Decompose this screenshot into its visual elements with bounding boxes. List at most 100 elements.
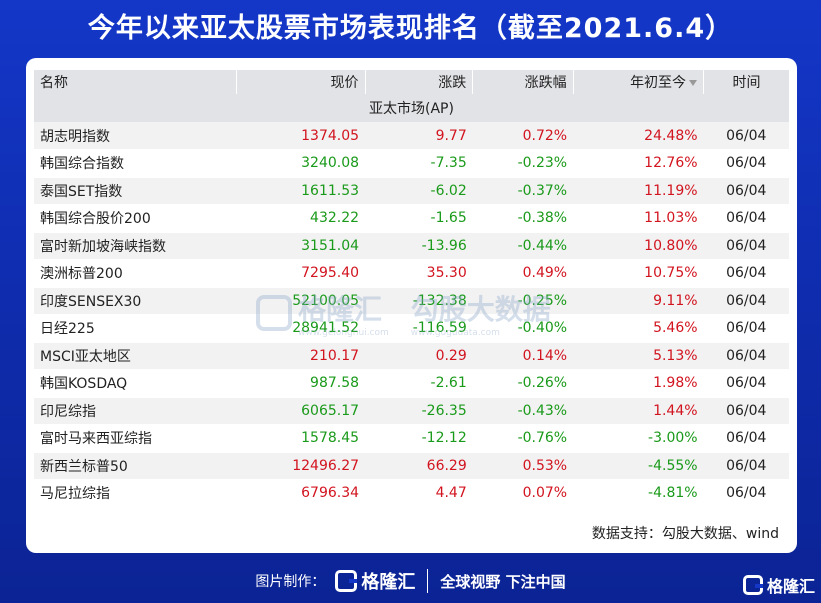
- cell-time: 06/04: [703, 287, 789, 315]
- cell-name: 印尼综指: [34, 397, 237, 425]
- table-row[interactable]: 韩国综合股价200 432.22 -1.65 -0.38% 11.03% 06/04: [34, 204, 789, 233]
- table-row[interactable]: 新西兰标普50 12496.27 66.29 0.53% -4.55% 06/04: [34, 452, 789, 480]
- cell-name: 马尼拉综指: [34, 479, 237, 508]
- table-row[interactable]: 富时新加坡海峡指数 3151.04 -13.96 -0.44% 10.80% 06/04: [34, 232, 789, 260]
- cell-time: 06/04: [703, 424, 789, 453]
- cell-change-pct: -0.26%: [472, 369, 574, 398]
- footer: 图片制作： 格隆汇 全球视野 下注中国: [0, 566, 821, 596]
- cell-change-pct: -0.25%: [472, 287, 574, 315]
- footer-divider: [427, 569, 429, 593]
- table-row[interactable]: MSCI亚太地区 210.17 0.29 0.14% 5.13% 06/04: [34, 342, 789, 370]
- header-ytd[interactable]: 年初至今: [573, 70, 705, 94]
- cell-change: -7.35: [365, 149, 473, 178]
- cell-name: 印度SENSEX30: [34, 287, 237, 315]
- table-row[interactable]: 韩国KOSDAQ 987.58 -2.61 -0.26% 1.98% 06/04: [34, 369, 789, 398]
- cell-change-pct: 0.72%: [472, 122, 574, 150]
- table-row[interactable]: 韩国综合指数 3240.08 -7.35 -0.23% 12.76% 06/04: [34, 149, 789, 178]
- table-row[interactable]: 胡志明指数 1374.05 9.77 0.72% 24.48% 06/04: [34, 122, 789, 150]
- cell-name: 日经225: [34, 314, 237, 343]
- cell-ytd: 10.80%: [573, 232, 704, 260]
- cell-name: 韩国综合股价200: [34, 204, 237, 233]
- cell-time: 06/04: [703, 342, 789, 370]
- cell-time: 06/04: [703, 232, 789, 260]
- cell-price: 1578.45: [236, 424, 366, 453]
- header-price[interactable]: 现价: [236, 70, 366, 94]
- cell-price: 52100.05: [236, 287, 366, 315]
- cell-change-pct: -0.23%: [472, 149, 574, 178]
- table-row[interactable]: 富时马来西亚综指 1578.45 -12.12 -0.76% -3.00% 06/04: [34, 424, 789, 453]
- cell-price: 987.58: [236, 369, 366, 398]
- cell-price: 210.17: [236, 342, 366, 370]
- cell-price: 12496.27: [236, 452, 366, 480]
- cell-change-pct: -0.40%: [472, 314, 574, 343]
- table-row[interactable]: 印度SENSEX30 52100.05 -132.38 -0.25% 9.11% 06/0…: [34, 287, 789, 315]
- section-row: 亚太市场(AP): [34, 94, 789, 122]
- cell-change-pct: -0.37%: [472, 177, 574, 205]
- cell-time: 06/04: [703, 397, 789, 425]
- table-row[interactable]: 澳洲标普200 7295.40 35.30 0.49% 10.75% 06/04: [34, 259, 789, 288]
- cell-name: 澳洲标普200: [34, 259, 237, 288]
- cell-name: 韩国综合指数: [34, 149, 237, 178]
- cell-change: -132.38: [365, 287, 473, 315]
- cell-change: -26.35: [365, 397, 473, 425]
- cell-time: 06/04: [703, 122, 789, 150]
- footer-brand: 格隆汇: [361, 572, 416, 593]
- header-change[interactable]: 涨跌: [365, 70, 474, 94]
- cell-name: 新西兰标普50: [34, 452, 237, 480]
- table-row[interactable]: 马尼拉综指 6796.34 4.47 0.07% -4.81% 06/04: [34, 479, 789, 508]
- cell-time: 06/04: [703, 314, 789, 343]
- cell-ytd: 12.76%: [573, 149, 704, 178]
- cell-name: 富时新加坡海峡指数: [34, 232, 237, 260]
- cell-change: 9.77: [365, 122, 473, 150]
- cell-change-pct: -0.44%: [472, 232, 574, 260]
- footer-slogan: 全球视野 下注中国: [440, 572, 566, 591]
- cell-time: 06/04: [703, 204, 789, 233]
- cell-ytd: -3.00%: [573, 424, 704, 453]
- cell-change: 35.30: [365, 259, 473, 288]
- gelonghui-logo-icon: [335, 570, 358, 592]
- cell-change: 66.29: [365, 452, 473, 480]
- cell-ytd: 11.19%: [573, 177, 704, 205]
- table-row[interactable]: 泰国SET指数 1611.53 -6.02 -0.37% 11.19% 06/04: [34, 177, 789, 205]
- cell-name: 胡志明指数: [34, 122, 237, 150]
- cell-price: 432.22: [236, 204, 366, 233]
- header-name[interactable]: 名称: [34, 70, 237, 94]
- cell-change: 0.29: [365, 342, 473, 370]
- cell-price: 3151.04: [236, 232, 366, 260]
- table-card: 名称 现价 涨跌 涨跌幅 年初至今 时间 亚太市场(AP) 胡志明指数 1374.…: [26, 58, 797, 553]
- cell-change-pct: -0.43%: [472, 397, 574, 425]
- cell-ytd: 10.75%: [573, 259, 704, 288]
- header-time[interactable]: 时间: [732, 75, 761, 91]
- cell-ytd: 5.46%: [573, 314, 704, 343]
- cell-change-pct: 0.14%: [472, 342, 574, 370]
- table-row[interactable]: 日经225 28941.52 -116.59 -0.40% 5.46% 06/04: [34, 314, 789, 343]
- cell-ytd: -4.55%: [573, 452, 704, 480]
- cell-ytd: 9.11%: [573, 287, 704, 315]
- cell-change-pct: -0.38%: [472, 204, 574, 233]
- cell-change: -2.61: [365, 369, 473, 398]
- header-change-pct[interactable]: 涨跌幅: [472, 70, 574, 94]
- cell-change: -13.96: [365, 232, 473, 260]
- page-title: 今年以来亚太股票市场表现排名（截至2021.6.4）: [87, 13, 734, 44]
- cell-time: 06/04: [703, 479, 789, 508]
- cell-change-pct: 0.49%: [472, 259, 574, 288]
- table-row[interactable]: 印尼综指 6065.17 -26.35 -0.43% 1.44% 06/04: [34, 397, 789, 425]
- cell-change-pct: 0.07%: [472, 479, 574, 508]
- header-ytd-label: 年初至今: [630, 75, 687, 91]
- cell-name: 韩国KOSDAQ: [34, 369, 237, 398]
- cell-ytd: 1.98%: [573, 369, 704, 398]
- cell-change-pct: -0.76%: [472, 424, 574, 453]
- corner-logo-icon: [742, 575, 763, 595]
- cell-price: 6796.34: [236, 479, 366, 508]
- cell-time: 06/04: [703, 369, 789, 398]
- cell-price: 7295.40: [236, 259, 366, 288]
- cell-price: 1611.53: [236, 177, 366, 205]
- cell-ytd: 24.48%: [573, 122, 704, 150]
- cell-change: -6.02: [365, 177, 473, 205]
- corner-brand-label: 格隆汇: [766, 577, 815, 596]
- cell-time: 06/04: [703, 149, 789, 178]
- table-header-row: 名称 现价 涨跌 涨跌幅 年初至今 时间: [34, 70, 789, 94]
- sort-down-icon[interactable]: [689, 80, 698, 86]
- cell-ytd: 1.44%: [573, 397, 704, 425]
- cell-name: 富时马来西亚综指: [34, 424, 237, 453]
